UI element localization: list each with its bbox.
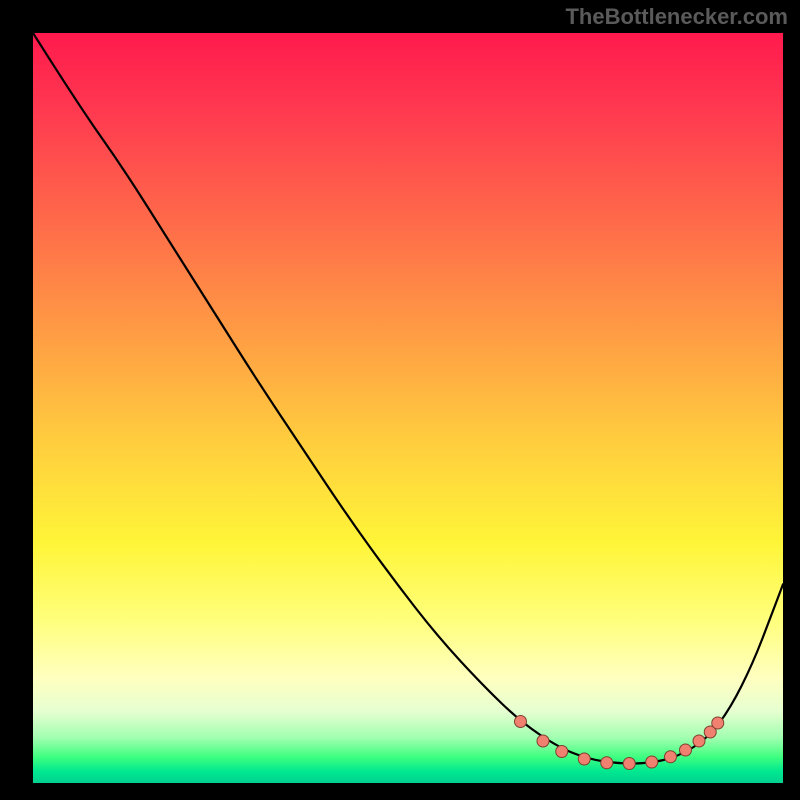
marker-point bbox=[537, 735, 549, 747]
marker-point bbox=[680, 744, 692, 756]
marker-point bbox=[623, 758, 635, 770]
plot-area bbox=[33, 33, 783, 783]
markers-group bbox=[515, 716, 724, 770]
marker-point bbox=[601, 757, 613, 769]
marker-point bbox=[712, 717, 724, 729]
bottleneck-curve bbox=[33, 33, 783, 764]
marker-point bbox=[665, 751, 677, 763]
marker-point bbox=[693, 735, 705, 747]
marker-point bbox=[556, 746, 568, 758]
marker-point bbox=[578, 753, 590, 765]
watermark-text: TheBottlenecker.com bbox=[565, 4, 788, 30]
curve-layer bbox=[33, 33, 783, 783]
chart-container: TheBottlenecker.com bbox=[0, 0, 800, 800]
marker-point bbox=[646, 756, 658, 768]
marker-point bbox=[515, 716, 527, 728]
